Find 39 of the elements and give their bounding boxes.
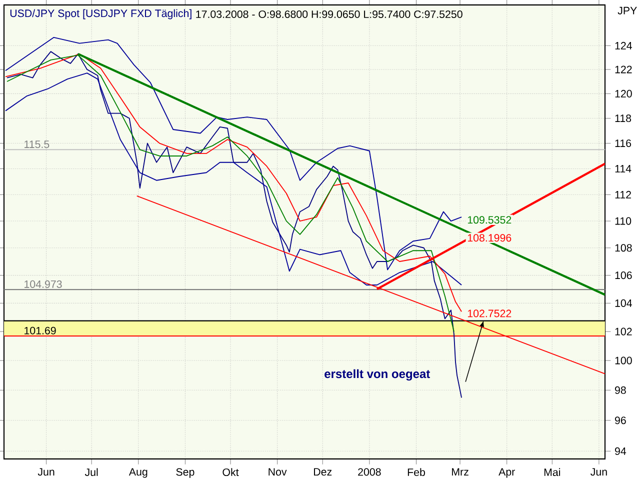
y-tick-label: 104: [615, 299, 632, 307]
annotation: 108.1996: [468, 234, 512, 242]
chart-subtitle: 17.03.2008 - O:98.6800 H:99.0650 L:95.7400 C:97.5250: [196, 10, 462, 18]
y-tick-label: 110: [615, 217, 632, 225]
ref-line-label: 101.69: [24, 326, 56, 334]
x-tick-label: Jun: [38, 468, 54, 476]
y-tick-label: 106: [615, 272, 632, 280]
ref-line-label: 115.5: [24, 140, 50, 148]
x-tick-label: Sep: [176, 468, 194, 478]
y-tick-label: 118: [615, 114, 632, 122]
y-tick-label: 100: [615, 356, 632, 364]
y-tick-label: 94: [615, 447, 626, 455]
x-tick-label: Jul: [84, 468, 98, 476]
ref-line-label: 104.973: [24, 280, 62, 288]
x-tick-label: Mai: [544, 468, 560, 476]
y-tick-label: 120: [615, 90, 632, 98]
x-tick-label: Apr: [498, 468, 515, 478]
annotation: 109.5352: [468, 216, 512, 224]
x-tick-label: Jun: [590, 468, 607, 476]
x-tick-label: Mrz: [452, 468, 468, 476]
y-axis-title: JPY: [618, 6, 637, 14]
annotation: erstellt von oegeat: [324, 369, 430, 381]
annotation: 102.7522: [468, 310, 512, 318]
x-tick-label: Nov: [268, 468, 287, 476]
x-tick-label: Dez: [314, 468, 332, 476]
chart-title: USD/JPY Spot [USDJPY FXD Täglich]: [10, 9, 192, 20]
y-tick-label: 114: [615, 165, 632, 172]
x-tick-label: Feb: [408, 468, 425, 476]
y-tick-label: 96: [615, 416, 626, 424]
x-tick-label: 2008: [358, 468, 381, 476]
x-tick-label: Okt: [222, 468, 239, 476]
y-tick-label: 108: [615, 244, 632, 252]
y-tick-label: 122: [615, 66, 632, 74]
y-tick-label: 102: [615, 328, 632, 336]
y-tick-label: 98: [615, 386, 626, 394]
x-tick-label: Aug: [128, 468, 148, 478]
y-tick-label: 124: [615, 42, 632, 50]
y-tick-label: 116: [615, 140, 632, 148]
y-tick-label: 112: [615, 190, 631, 198]
